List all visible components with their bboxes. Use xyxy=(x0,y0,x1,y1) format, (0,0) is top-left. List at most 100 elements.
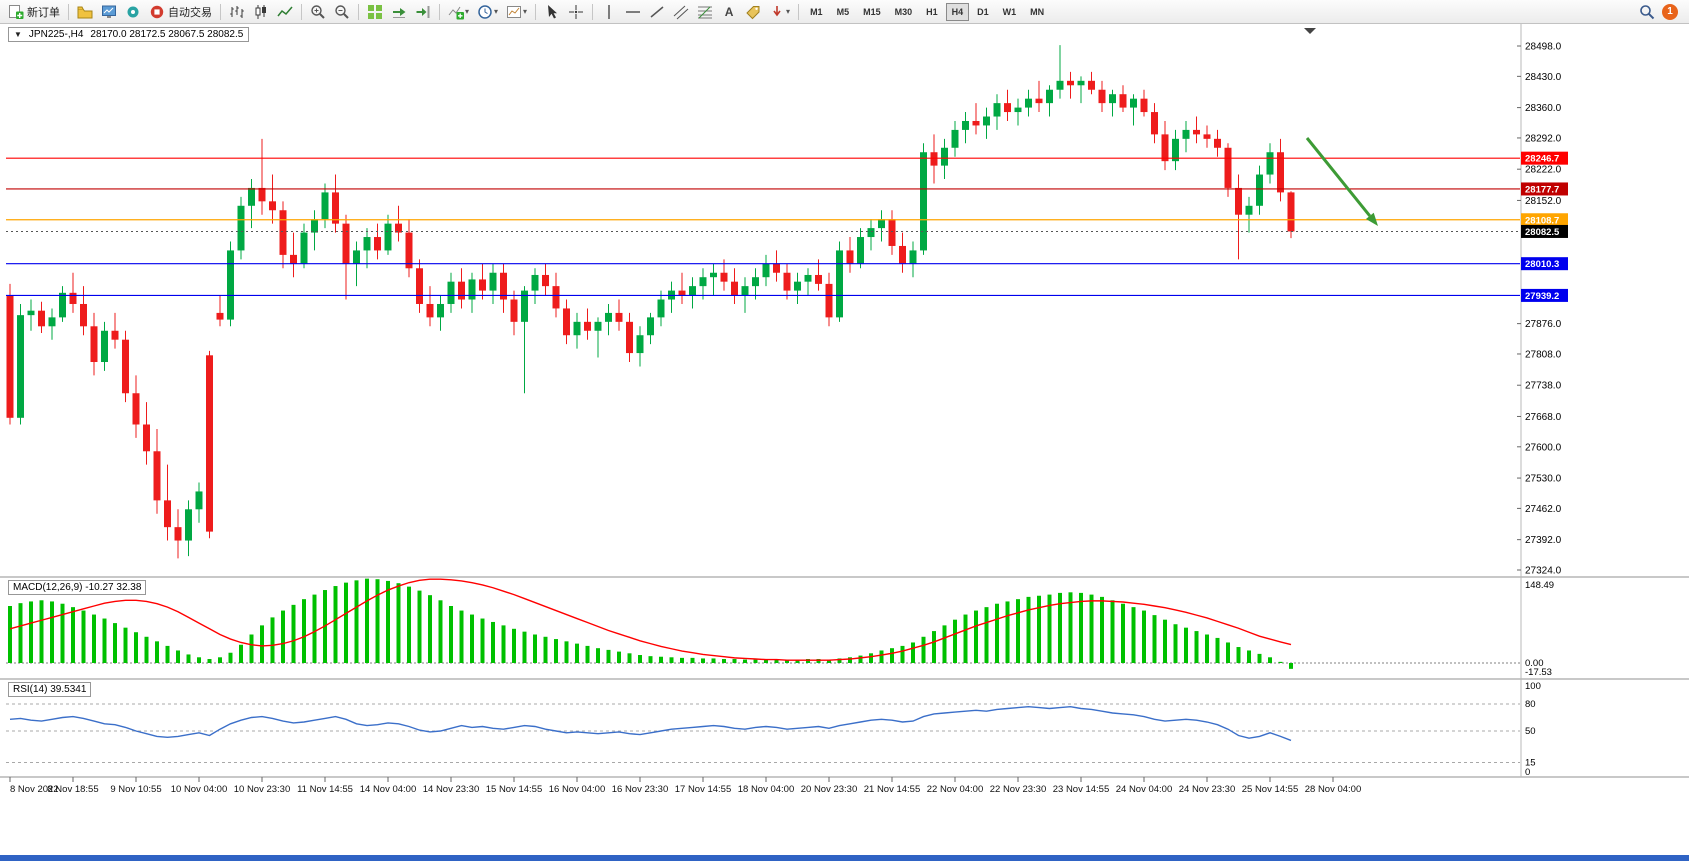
svg-text:28430.0: 28430.0 xyxy=(1525,72,1562,83)
auto-trading-button[interactable]: 自动交易 xyxy=(146,2,215,22)
timeframe-m30[interactable]: M30 xyxy=(894,6,913,17)
chart-candles-icon xyxy=(255,4,266,19)
svg-text:15: 15 xyxy=(1525,758,1536,769)
cursor-button[interactable] xyxy=(541,2,563,22)
separator xyxy=(358,3,359,20)
indicators-caret[interactable]: ▾ xyxy=(465,7,470,16)
chart-shift-icon xyxy=(416,5,430,18)
svg-text:14 Nov 23:30: 14 Nov 23:30 xyxy=(423,784,480,795)
chart-line-icon xyxy=(277,6,293,16)
macd-label-text: MACD(12,26,9) -10.27 32.38 xyxy=(13,582,142,593)
notification-badge[interactable]: 1 xyxy=(1662,3,1678,20)
ohlc-values-label: 28170.0 28172.5 28067.5 28082.5 xyxy=(90,29,244,40)
zoom-out-icon xyxy=(335,4,349,19)
crosshair-button[interactable] xyxy=(565,2,587,22)
chart-line-button[interactable] xyxy=(274,2,296,22)
macd-indicator-label: MACD(12,26,9) -10.27 32.38 xyxy=(8,580,147,595)
svg-text:28 Nov 04:00: 28 Nov 04:00 xyxy=(1305,784,1362,795)
svg-text:28108.7: 28108.7 xyxy=(1525,215,1559,226)
svg-text:28152.0: 28152.0 xyxy=(1525,196,1562,207)
data-window-icon xyxy=(127,6,139,17)
svg-text:27738.0: 27738.0 xyxy=(1525,381,1562,392)
auto-scroll-button[interactable] xyxy=(388,2,410,22)
svg-text:21 Nov 14:55: 21 Nov 14:55 xyxy=(864,784,921,795)
svg-text:28082.5: 28082.5 xyxy=(1525,227,1560,238)
timeframe-m1[interactable]: M1 xyxy=(810,6,823,17)
svg-text:28246.7: 28246.7 xyxy=(1525,154,1559,165)
fibonacci-button[interactable] xyxy=(694,2,716,22)
svg-text:27939.2: 27939.2 xyxy=(1525,291,1559,302)
separator xyxy=(220,3,221,20)
periods-caret[interactable]: ▾ xyxy=(494,7,499,16)
tile-windows-button[interactable] xyxy=(364,2,386,22)
timeframe-m15[interactable]: M15 xyxy=(863,6,881,17)
text-tool-icon: A xyxy=(724,4,734,19)
svg-text:27668.0: 27668.0 xyxy=(1525,412,1562,423)
price-chart-canvas[interactable]: 28498.0 28430.0 28360.0 28292.0 28222.0 28152… xyxy=(0,24,1689,861)
channel-icon xyxy=(673,5,689,19)
zoom-out-button[interactable] xyxy=(331,2,353,22)
label-tag-icon xyxy=(746,5,760,19)
chart-bars-button[interactable] xyxy=(226,2,248,22)
profiles-button[interactable] xyxy=(74,2,96,22)
svg-text:50: 50 xyxy=(1525,726,1536,737)
channel-button[interactable] xyxy=(670,2,692,22)
svg-text:11 Nov 14:55: 11 Nov 14:55 xyxy=(297,784,353,795)
svg-text:10 Nov 23:30: 10 Nov 23:30 xyxy=(234,784,291,795)
timeframe-h1[interactable]: H1 xyxy=(926,6,938,17)
chart-ohlc-box: ▼ JPN225-,H4 28170.0 28172.5 28067.5 280… xyxy=(8,27,250,42)
svg-text:25 Nov 14:55: 25 Nov 14:55 xyxy=(1242,784,1299,795)
timeframe-m5[interactable]: M5 xyxy=(836,6,850,17)
chart-shift-button[interactable] xyxy=(412,2,434,22)
timeframe-w1[interactable]: W1 xyxy=(1002,6,1017,17)
timeframe-h4[interactable]: H4 xyxy=(945,2,970,21)
market-watch-button[interactable] xyxy=(98,2,120,22)
svg-text:9 Nov 10:55: 9 Nov 10:55 xyxy=(110,784,161,795)
arrows-tool-button[interactable]: ▾ xyxy=(766,2,793,22)
svg-text:22 Nov 23:30: 22 Nov 23:30 xyxy=(990,784,1047,795)
new-order-button[interactable]: 新订单 xyxy=(5,2,63,22)
separator xyxy=(592,3,594,20)
data-window-button[interactable] xyxy=(122,2,144,22)
arrows-caret[interactable]: ▾ xyxy=(786,7,791,16)
auto-trading-icon xyxy=(150,5,164,18)
horizontal-line-button[interactable] xyxy=(622,2,644,22)
periods-button[interactable]: ▾ xyxy=(474,2,501,22)
templates-button[interactable]: ▾ xyxy=(503,2,530,22)
svg-text:80: 80 xyxy=(1525,699,1536,710)
vertical-line-button[interactable] xyxy=(598,2,620,22)
templates-caret[interactable]: ▾ xyxy=(523,7,528,16)
svg-text:28498.0: 28498.0 xyxy=(1525,42,1562,53)
svg-text:23 Nov 14:55: 23 Nov 14:55 xyxy=(1053,784,1110,795)
svg-text:0.00: 0.00 xyxy=(1525,658,1544,669)
collapse-arrow-icon[interactable]: ▼ xyxy=(14,30,22,39)
svg-text:27876.0: 27876.0 xyxy=(1525,319,1562,330)
timeframe-d1[interactable]: D1 xyxy=(977,6,989,17)
svg-text:28177.7: 28177.7 xyxy=(1525,184,1559,195)
arrows-tool-icon xyxy=(773,5,781,16)
chart-bars-icon xyxy=(230,5,244,18)
svg-text:20 Nov 23:30: 20 Nov 23:30 xyxy=(801,784,858,795)
text-tool-button[interactable]: A xyxy=(718,2,740,22)
svg-text:-17.53: -17.53 xyxy=(1525,667,1552,678)
trendline-button[interactable] xyxy=(646,2,668,22)
auto-trading-label: 自动交易 xyxy=(168,6,212,19)
label-tool-button[interactable] xyxy=(742,2,764,22)
svg-text:8 Nov 2022: 8 Nov 2022 xyxy=(10,784,59,795)
svg-text:16 Nov 04:00: 16 Nov 04:00 xyxy=(549,784,606,795)
search-button[interactable] xyxy=(1636,2,1658,22)
chart-candles-button[interactable] xyxy=(250,2,272,22)
search-icon xyxy=(1640,4,1655,19)
indicators-button[interactable]: ▾ xyxy=(445,2,472,22)
svg-text:8 Nov 18:55: 8 Nov 18:55 xyxy=(47,784,98,795)
separator xyxy=(798,3,800,20)
vertical-line-icon xyxy=(608,4,610,19)
trendline-icon xyxy=(650,5,664,18)
svg-text:18 Nov 04:00: 18 Nov 04:00 xyxy=(738,784,795,795)
timeframe-mn[interactable]: MN xyxy=(1030,6,1045,17)
new-order-label: 新订单 xyxy=(27,6,60,19)
svg-text:27808.0: 27808.0 xyxy=(1525,349,1562,360)
svg-text:14 Nov 04:00: 14 Nov 04:00 xyxy=(360,784,417,795)
zoom-in-button[interactable] xyxy=(307,2,329,22)
templates-icon xyxy=(507,5,522,18)
